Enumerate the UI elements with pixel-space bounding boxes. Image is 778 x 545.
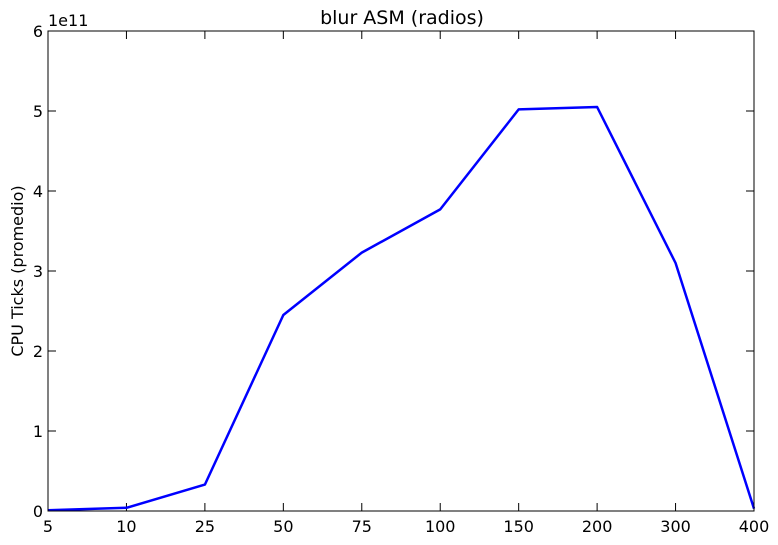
x-tick-label: 75: [352, 517, 372, 536]
x-tick-label: 10: [116, 517, 136, 536]
y-axis-label: CPU Ticks (promedio): [8, 185, 27, 356]
ticks-layer: 5 10 25 50 75 100 150 200 300 400 0 1 2 3 4 5 6: [33, 22, 769, 536]
plot-frame: [47, 30, 755, 512]
x-tick-label: 5: [43, 517, 53, 536]
y-offset-label: 1e11: [48, 11, 88, 30]
x-tick-label: 150: [503, 517, 534, 536]
y-tick-label: 6: [33, 22, 43, 41]
y-tick-label: 3: [33, 262, 43, 281]
x-tick-label: 400: [739, 517, 770, 536]
x-tick-label: 100: [425, 517, 456, 536]
y-tick-label: 5: [33, 102, 43, 121]
y-tick-label: 4: [33, 182, 43, 201]
y-tick-label: 0: [33, 502, 43, 521]
x-tick-label: 200: [582, 517, 613, 536]
x-tick-label: 50: [273, 517, 293, 536]
x-tick-label: 300: [660, 517, 691, 536]
series-layer: [47, 105, 756, 512]
series-line: [47, 105, 756, 512]
y-tick-label: 1: [33, 422, 43, 441]
chart-title: blur ASM (radios): [320, 7, 484, 29]
x-tick-label: 25: [195, 517, 215, 536]
y-tick-label: 2: [33, 342, 43, 361]
